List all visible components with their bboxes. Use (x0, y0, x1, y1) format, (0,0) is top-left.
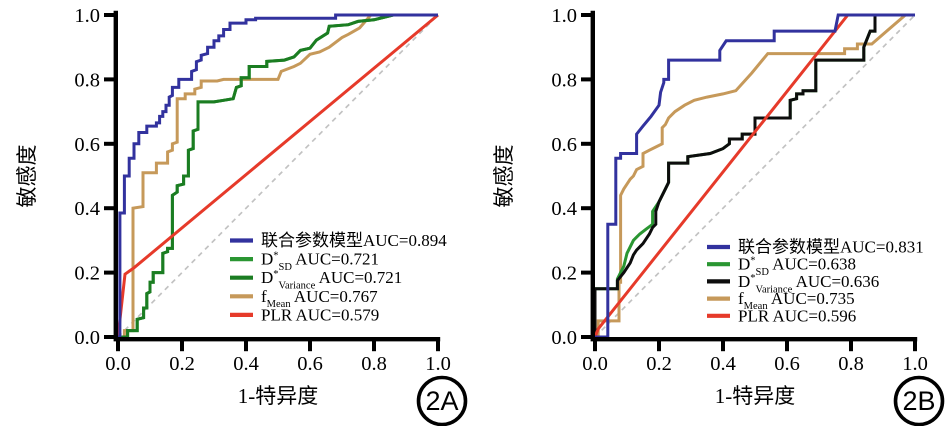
roc-curve-2A-3 (118, 13, 438, 339)
legend-label: D*SD AUC=0.721 (261, 250, 379, 274)
roc-curve-2B-2 (593, 13, 915, 337)
legend-label: fMean AUC=0.767 (261, 287, 378, 310)
roc-curve-2A-0 (118, 13, 438, 339)
roc-curve-2A-4 (116, 13, 439, 338)
y-tick-label: 0.2 (551, 263, 577, 285)
x-tick-label: 0.6 (774, 353, 800, 375)
roc-curve-2A-2 (118, 13, 438, 339)
y-tick-label: 0.4 (551, 198, 577, 220)
y-tick-label: 0.6 (551, 134, 577, 156)
x-axis-label: 1-特异度 (715, 384, 796, 408)
legend-label: PLR AUC=0.579 (261, 305, 379, 324)
legend-label: 联合参数模型AUC=0.831 (738, 238, 924, 257)
x-tick-label: 0.2 (646, 353, 672, 375)
legend-label: D*SD AUC=0.638 (738, 255, 856, 279)
panel-badge-label: 2B (902, 386, 935, 416)
x-tick-label: 0.4 (710, 353, 736, 375)
y-axis-label: 敏感度 (15, 145, 39, 208)
x-tick-label: 0.6 (297, 353, 323, 375)
y-tick-label: 0.0 (551, 327, 577, 349)
legend-label: 联合参数模型AUC=0.894 (261, 231, 447, 250)
axis-lines (113, 10, 441, 342)
x-tick-label: 1.0 (425, 353, 451, 375)
legend-label: D*Variance AUC=0.636 (738, 272, 879, 296)
axis-lines (590, 10, 918, 342)
x-axis-label: 1-特异度 (238, 384, 319, 408)
y-tick-label: 0.4 (74, 198, 100, 220)
chart-panel-2A: 0.00.0 0.2 0.2 0.4 0.4 0.6 0.6 0.8 0.8 1.0 1.0 1-特异… (15, 5, 468, 427)
x-tick-label: 0.2 (169, 353, 195, 375)
panel-badge-label: 2A (425, 386, 458, 416)
y-tick-label: 0.0 (74, 327, 100, 349)
x-tick-label: 1.0 (902, 353, 928, 375)
roc-curve-2B-0 (595, 13, 915, 339)
y-tick-label: 0.6 (74, 134, 100, 156)
y-tick-label: 1.0 (74, 5, 100, 27)
chart-panel-2B: 0.00.0 0.2 0.2 0.4 0.4 0.6 0.6 0.8 0.8 1.0 1.0 1-特异… (492, 5, 945, 427)
x-tick-label: 0.0 (582, 353, 608, 375)
y-tick-label: 0.8 (74, 69, 100, 91)
legend-label: PLR AUC=0.596 (738, 306, 856, 325)
y-tick-label: 1.0 (551, 5, 577, 27)
roc-curve-2B-3 (595, 13, 915, 339)
x-tick-label: 0.0 (105, 353, 131, 375)
panel-badge-circle (416, 375, 468, 427)
panel-badge-circle (893, 375, 945, 427)
y-axis-label: 敏感度 (492, 145, 516, 208)
legend-label: D*Variance AUC=0.721 (261, 268, 402, 292)
x-tick-label: 0.8 (838, 353, 864, 375)
x-tick-label: 0.4 (233, 353, 259, 375)
y-tick-label: 0.2 (74, 263, 100, 285)
legend-label: fMean AUC=0.735 (738, 289, 855, 312)
y-tick-label: 0.8 (551, 69, 577, 91)
x-tick-label: 0.8 (361, 353, 387, 375)
